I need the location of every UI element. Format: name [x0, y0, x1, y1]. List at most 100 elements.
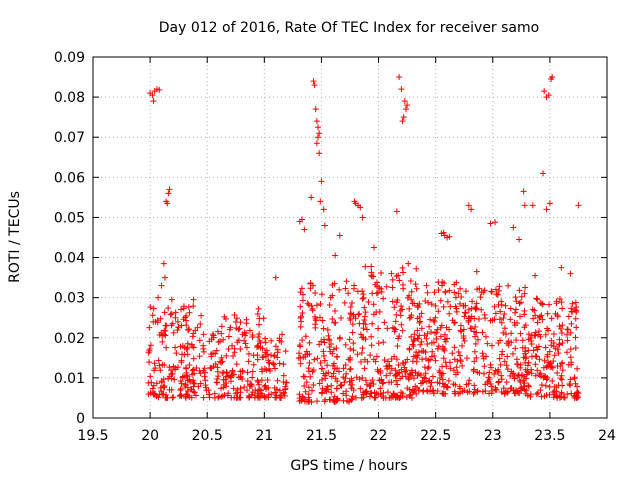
data-point	[316, 150, 323, 157]
data-point	[320, 206, 327, 213]
data-point	[559, 305, 566, 312]
data-point	[517, 330, 524, 337]
data-point	[428, 329, 435, 336]
data-point	[482, 333, 489, 340]
data-point	[347, 354, 354, 361]
data-point	[244, 387, 251, 394]
data-point	[405, 374, 412, 381]
data-point	[398, 86, 405, 93]
data-point	[332, 252, 339, 259]
data-point	[153, 380, 160, 387]
data-point	[272, 343, 279, 350]
data-point	[172, 365, 179, 372]
data-point	[245, 358, 252, 365]
data-point	[535, 343, 542, 350]
data-point	[231, 394, 238, 401]
data-point	[282, 385, 289, 392]
data-point	[380, 339, 387, 346]
data-point	[412, 369, 419, 376]
data-point	[314, 355, 321, 362]
data-point	[332, 307, 339, 314]
data-point	[434, 326, 441, 333]
data-point	[389, 284, 396, 291]
data-point	[328, 389, 335, 396]
data-point	[347, 382, 354, 389]
data-point	[345, 290, 352, 297]
data-point	[497, 337, 504, 344]
data-point	[306, 360, 313, 367]
data-point	[408, 288, 415, 295]
data-point	[347, 303, 354, 310]
data-point	[550, 330, 557, 337]
data-point	[492, 219, 499, 226]
data-point	[196, 353, 203, 360]
data-point	[370, 244, 377, 251]
data-point	[210, 350, 217, 357]
data-point	[333, 385, 340, 392]
data-point	[301, 226, 308, 233]
data-point	[221, 313, 228, 320]
data-point	[404, 356, 411, 363]
data-point	[349, 329, 356, 336]
data-point	[472, 323, 479, 330]
data-point	[418, 338, 425, 345]
data-point	[324, 326, 331, 333]
data-point	[334, 353, 341, 360]
data-point	[558, 264, 565, 271]
data-point	[166, 364, 173, 371]
data-point	[503, 362, 510, 369]
data-point	[470, 328, 477, 335]
data-point	[407, 370, 414, 377]
data-point	[326, 396, 333, 403]
data-point	[271, 352, 278, 359]
data-point	[546, 301, 553, 308]
data-point	[297, 289, 304, 296]
data-point	[299, 337, 306, 344]
data-point	[348, 385, 355, 392]
data-point	[369, 377, 376, 384]
data-point	[176, 393, 183, 400]
data-point	[152, 365, 159, 372]
data-point	[310, 381, 317, 388]
data-point	[217, 338, 224, 345]
data-point	[532, 332, 539, 339]
data-point	[264, 351, 271, 358]
data-point	[459, 362, 466, 369]
data-point	[310, 366, 317, 373]
data-point	[305, 384, 312, 391]
data-point	[317, 198, 324, 205]
data-point	[393, 377, 400, 384]
data-point	[343, 388, 350, 395]
data-point	[496, 355, 503, 362]
data-point	[190, 303, 197, 310]
data-point	[315, 134, 322, 141]
data-point	[525, 382, 532, 389]
data-point	[507, 316, 514, 323]
data-point	[399, 281, 406, 288]
data-point	[154, 317, 161, 324]
data-point	[215, 394, 222, 401]
data-point	[509, 350, 516, 357]
data-point	[254, 390, 261, 397]
data-point	[482, 381, 489, 388]
data-point	[316, 314, 323, 321]
data-point	[297, 303, 304, 310]
data-point	[520, 188, 527, 195]
data-point	[482, 388, 489, 395]
data-point	[320, 336, 327, 343]
data-point	[430, 390, 437, 397]
data-point	[399, 359, 406, 366]
data-point	[223, 369, 230, 376]
data-point	[451, 319, 458, 326]
data-point	[175, 324, 182, 331]
data-point	[377, 385, 384, 392]
data-point	[420, 388, 427, 395]
data-point	[383, 283, 390, 290]
data-point	[424, 289, 431, 296]
data-point	[191, 389, 198, 396]
data-point	[183, 312, 190, 319]
data-point	[440, 346, 447, 353]
data-point	[255, 343, 262, 350]
data-point	[254, 377, 261, 384]
data-point	[145, 391, 152, 398]
